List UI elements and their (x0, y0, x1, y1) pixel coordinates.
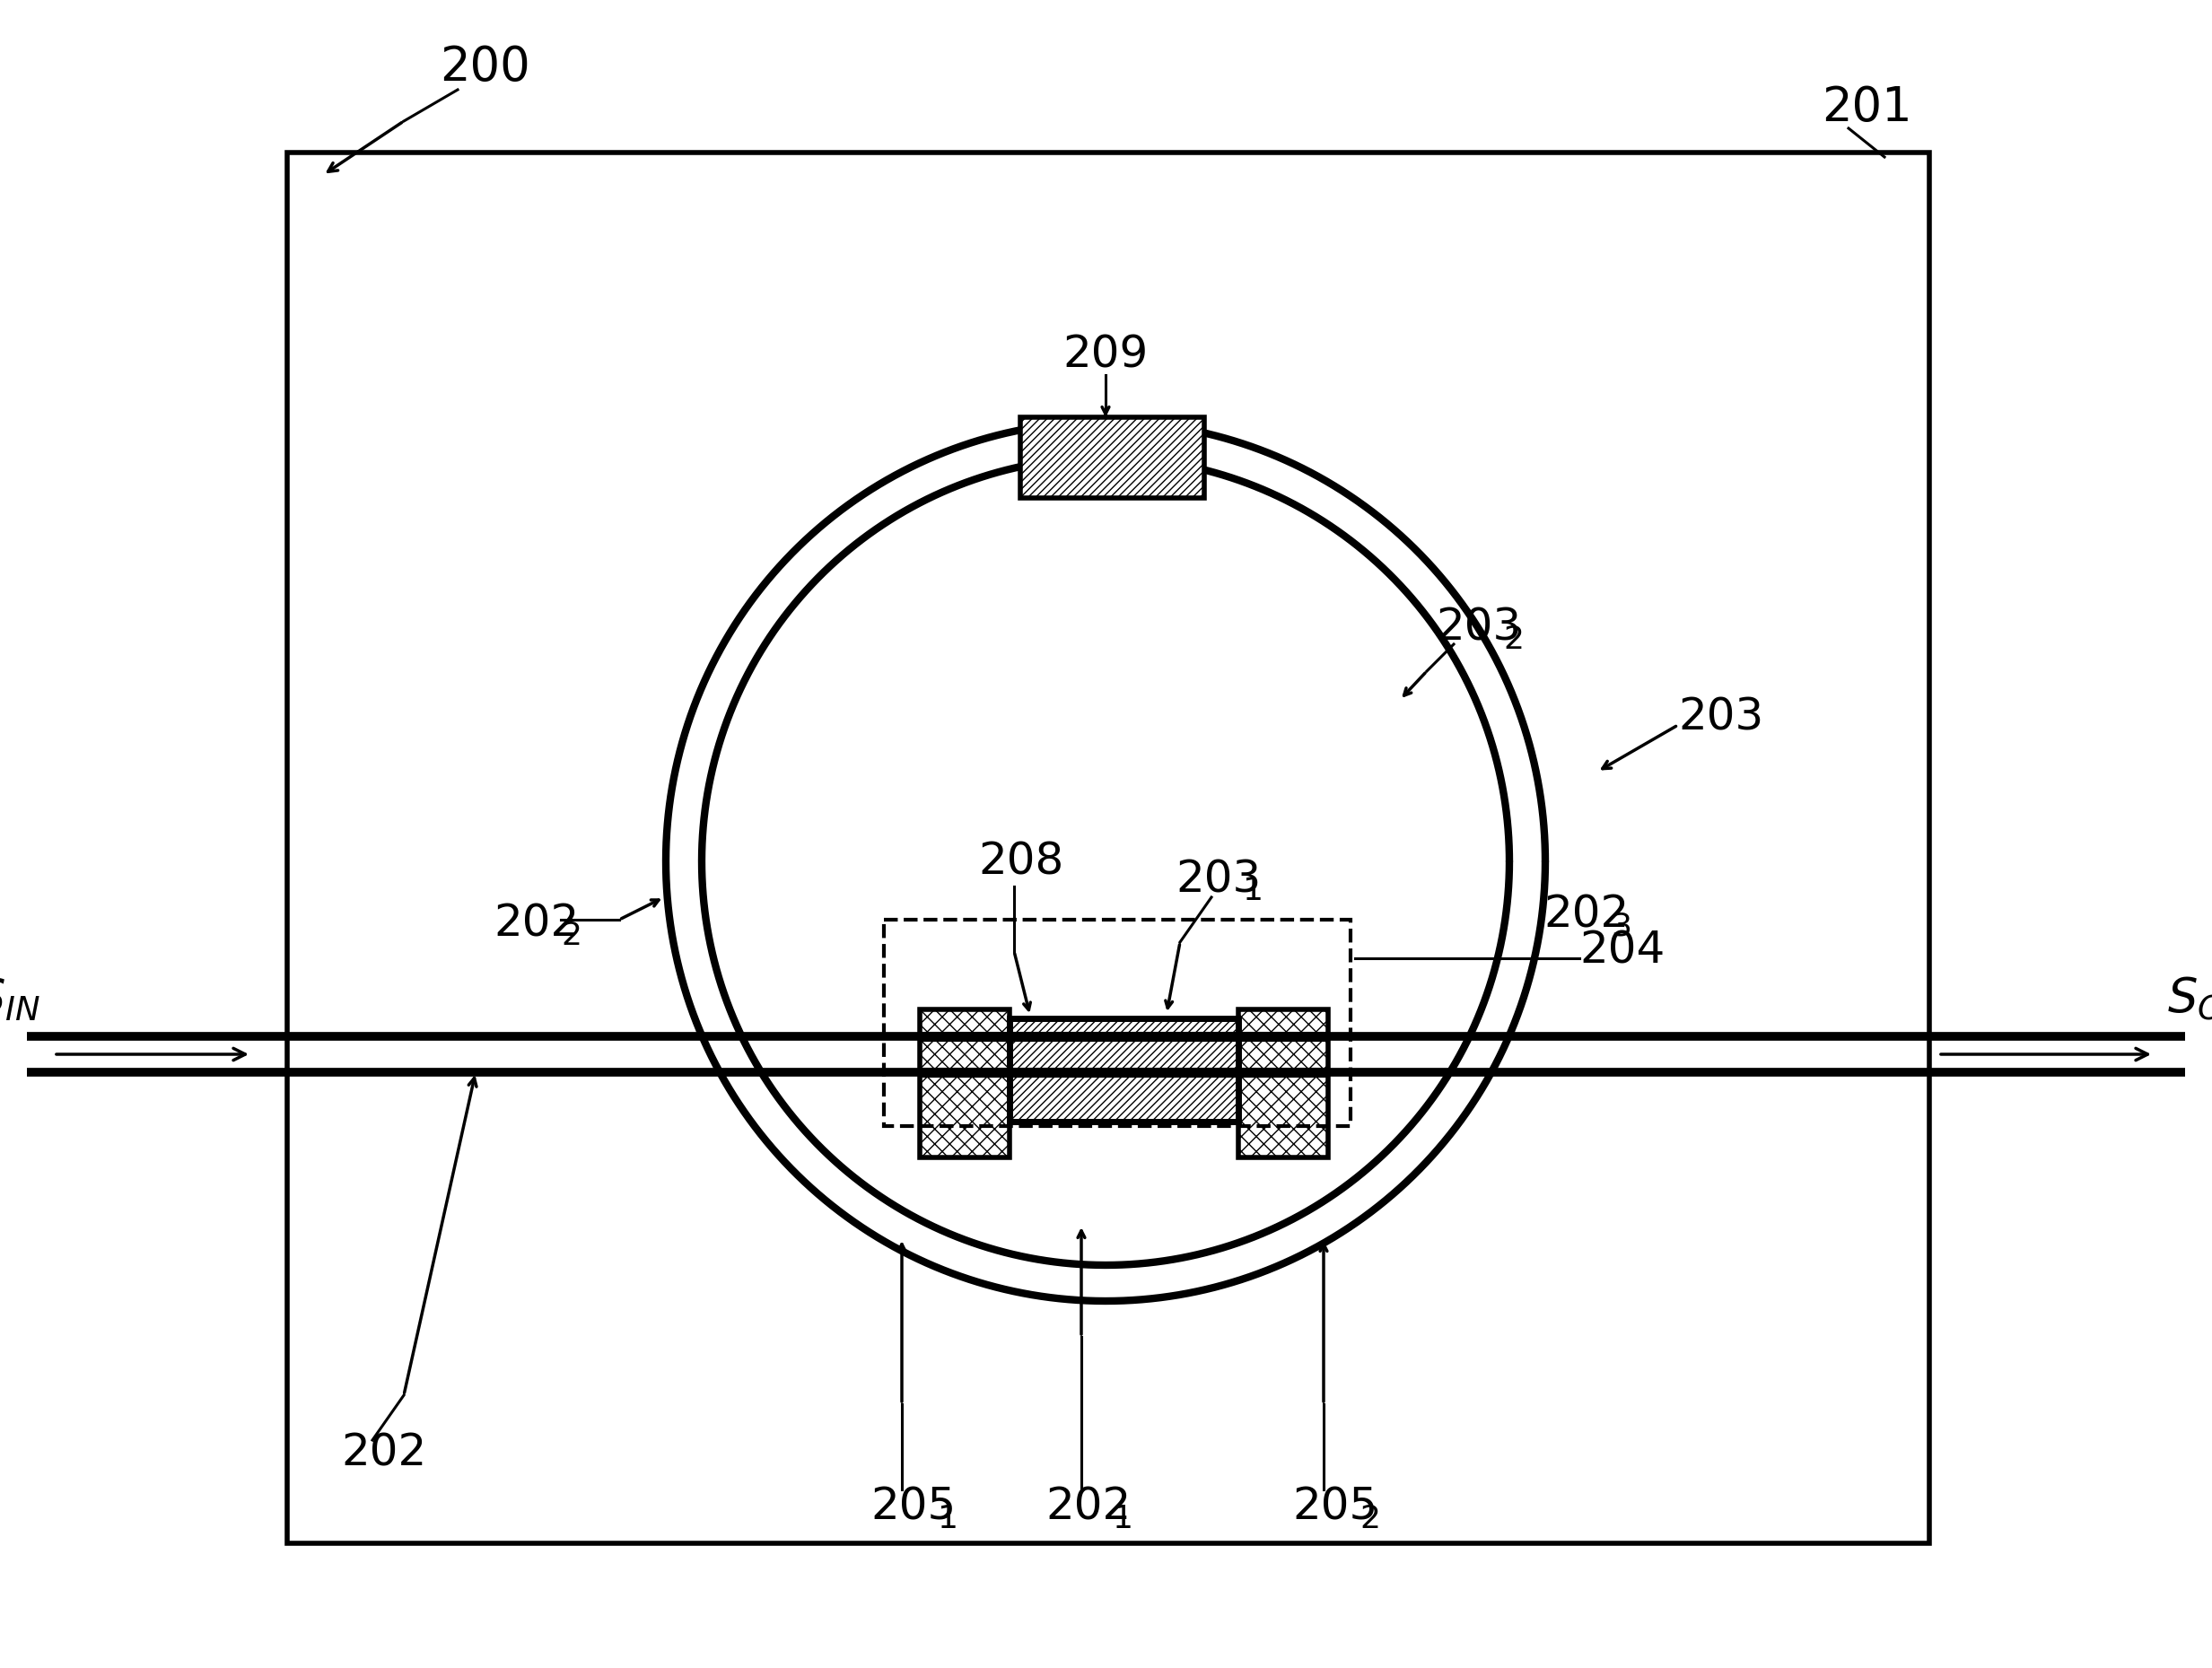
Bar (1020, 417, 1203, 499)
Bar (920, 1009, 1009, 1158)
Bar (1009, 1019, 1239, 1121)
Text: 205: 205 (1292, 1486, 1378, 1530)
Bar (1239, 1009, 1327, 1158)
Text: 200: 200 (440, 43, 531, 90)
Text: 202: 202 (1544, 894, 1628, 937)
Text: 203: 203 (1679, 696, 1763, 739)
Bar (885, 919, 1352, 1126)
Text: $S_{IN}$: $S_{IN}$ (0, 976, 40, 1022)
Text: 209: 209 (1062, 334, 1148, 375)
Text: 201: 201 (1823, 85, 1911, 132)
Text: 2: 2 (1502, 624, 1524, 654)
Bar (920, 1009, 1009, 1158)
Text: 2: 2 (1360, 1503, 1380, 1535)
Bar (1009, 1019, 1239, 1121)
Text: 208: 208 (978, 839, 1064, 882)
Text: 2: 2 (562, 921, 582, 951)
Text: 202: 202 (341, 1433, 427, 1475)
Text: 204: 204 (1579, 929, 1666, 972)
Text: 203: 203 (1175, 857, 1261, 901)
Bar (1020, 417, 1203, 499)
Text: 3: 3 (1610, 911, 1632, 942)
Text: 205: 205 (872, 1486, 956, 1530)
Bar (288, 152, 1929, 1543)
Text: 1: 1 (938, 1503, 958, 1535)
Bar (1239, 1009, 1327, 1158)
Text: 1: 1 (1243, 876, 1263, 906)
Text: $S_{OUT}$: $S_{OUT}$ (2168, 976, 2212, 1022)
Text: 202: 202 (1046, 1486, 1130, 1530)
Text: 202: 202 (493, 902, 580, 946)
Text: 203: 203 (1436, 607, 1522, 649)
Text: 1: 1 (1113, 1503, 1133, 1535)
